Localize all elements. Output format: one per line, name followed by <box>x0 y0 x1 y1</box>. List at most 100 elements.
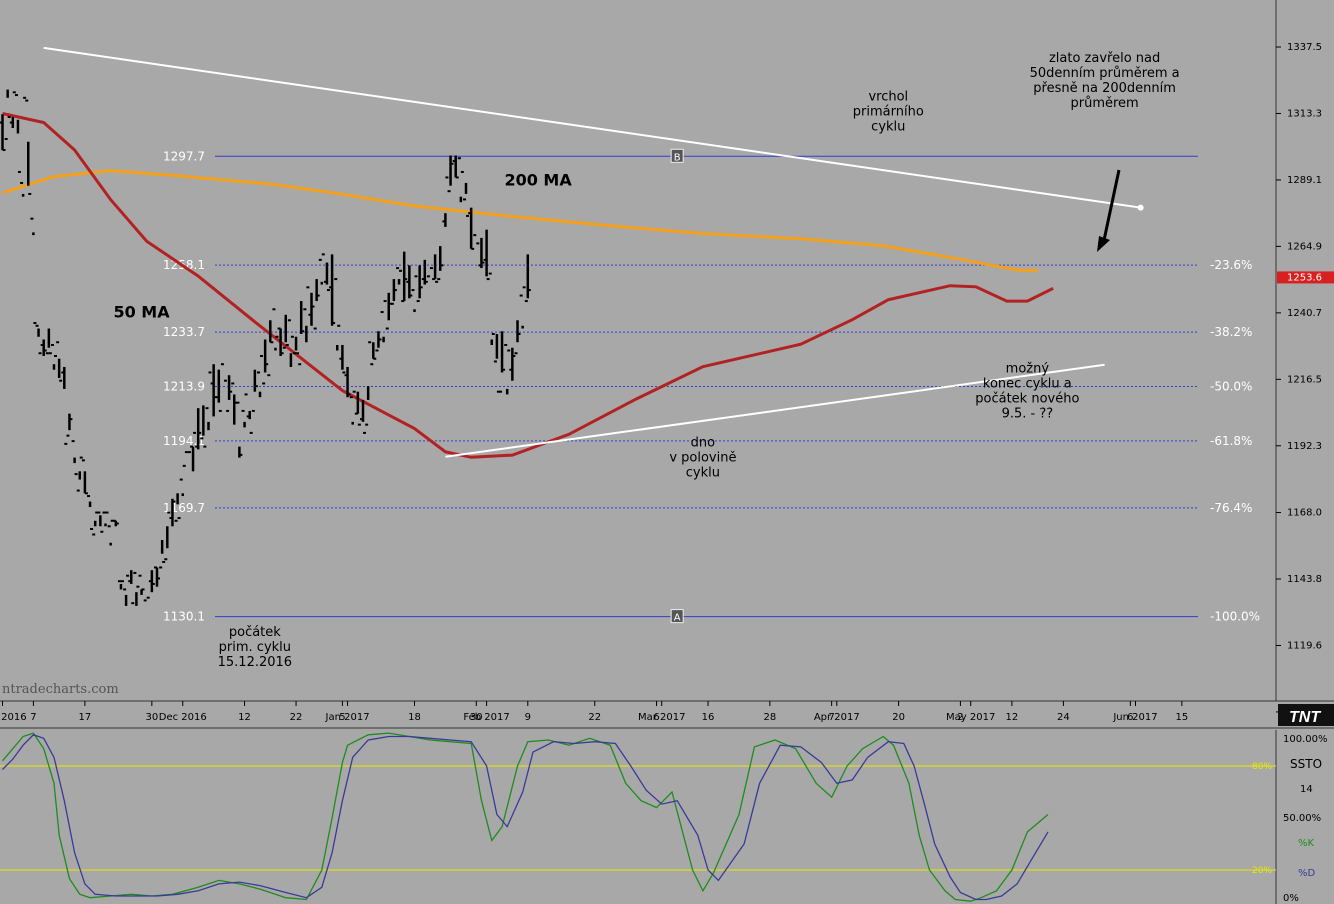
stochastic-name: SSTO <box>1290 757 1322 771</box>
date-tick-label: 30 <box>470 712 483 723</box>
chart-annotation: dno v polovině cyklu <box>669 436 736 481</box>
stochastic-legend-label: %K <box>1298 838 1315 849</box>
annotation-line: zlato zavřelo nad <box>1049 51 1160 66</box>
annotation-line: přesně na 200denním <box>1033 81 1176 96</box>
stochastic-layer: 80% 20% 100.00% 50.00% 0% SSTO 14 %K %D <box>0 732 1328 904</box>
trendline-endpoint <box>1137 204 1144 211</box>
brand-logo-text: TNT <box>1289 709 1321 726</box>
annotation-line: dno <box>691 436 715 451</box>
date-tick-label: 2 <box>957 712 963 723</box>
price-tick-label: 1143.8 <box>1287 574 1322 585</box>
date-tick-label: 6 <box>653 712 659 723</box>
stochastic-axis-label: 100.00% <box>1283 734 1328 745</box>
fib-marker-label: A <box>674 613 681 624</box>
date-axis-bg <box>0 701 1276 723</box>
fib-right-label: -50.0% <box>1210 379 1252 393</box>
annotation-arrow <box>1101 169 1121 246</box>
annotation-line: 50denním průměrem a <box>1030 66 1180 81</box>
date-tick-label: 5 <box>339 712 345 723</box>
annotation-line: v polovině <box>669 451 736 466</box>
stochastic-series-line <box>2 734 1049 901</box>
chart-annotation: vrchol primárního cyklu <box>853 90 924 135</box>
price-tick-label: 1240.7 <box>1287 308 1322 319</box>
date-tick-label: 30 <box>145 712 158 723</box>
chart-annotation: 200 MA <box>504 171 572 190</box>
watermark: ntradecharts.com <box>2 682 119 697</box>
annotation-line: možný <box>1006 361 1050 376</box>
date-tick-label: 9 <box>525 712 531 723</box>
annotation-line: počátek <box>229 625 281 640</box>
date-tick-label: 22 <box>588 712 601 723</box>
stochastic-axis-label: 0% <box>1283 893 1299 904</box>
annotation-line: 9.5. - ?? <box>1002 406 1054 421</box>
fib-left-label: 1130.1 <box>163 610 205 624</box>
trendline <box>43 46 1141 209</box>
date-tick-label: 6 <box>1127 712 1133 723</box>
date-tick-label: Jan 2017 <box>325 712 370 723</box>
date-tick-label: Nov 2016 <box>0 712 27 723</box>
moving-average-line <box>2 169 1038 273</box>
stochastic-axis-label: 50.00% <box>1283 813 1321 824</box>
chart-annotation: počátek prim. cyklu 15.12.2016 <box>218 625 292 670</box>
annotation-line: 50 MA <box>113 303 170 322</box>
chart-annotation: zlato zavřelo nad 50denním průměrem a přes… <box>1030 51 1180 111</box>
annotation-line: cyklu <box>686 466 720 481</box>
chart-annotation: možný konec cyklu a počátek nového 9.5. - ?… <box>975 361 1079 421</box>
date-tick-label: 7 <box>828 712 834 723</box>
price-tick-label: 1168.0 <box>1287 508 1322 519</box>
date-tick-label: Dec 2016 <box>159 712 207 723</box>
annotation-line: průměrem <box>1070 96 1138 111</box>
last-price-tag <box>1277 271 1334 284</box>
price-axis-bg <box>1276 0 1334 701</box>
date-tick-label: Apr 2017 <box>814 712 860 723</box>
fib-marker-box <box>670 148 684 163</box>
fib-right-label: -23.6% <box>1210 258 1252 272</box>
stochastic-legend-label: %D <box>1298 868 1316 879</box>
annotation-layer: 50 MA 200 MA počátek prim. cyklu 15.12.2016 d… <box>113 51 1179 670</box>
fib-left-label: 1194.1 <box>163 434 205 448</box>
annotation-line: konec cyklu a <box>983 376 1072 391</box>
fib-right-label: -38.2% <box>1210 325 1252 339</box>
trendline-layer <box>43 46 1144 458</box>
date-tick-label: Mar 2017 <box>638 712 686 723</box>
date-tick-label: May 2017 <box>946 712 995 723</box>
annotation-line: počátek nového <box>975 391 1079 406</box>
date-tick-label: Jun 2017 <box>1112 712 1157 723</box>
chart-annotation: 50 MA <box>113 303 170 322</box>
date-tick-label: 12 <box>1006 712 1019 723</box>
date-tick-label: 18 <box>408 712 421 723</box>
moving-average-layer <box>2 112 1054 459</box>
fib-right-label: -76.4% <box>1210 501 1252 515</box>
annotation-line: 15.12.2016 <box>218 655 292 670</box>
price-axis-layer: 1337.5 1313.3 1289.1 1264.9 1240.7 1216.5 1192… <box>1276 42 1334 718</box>
price-tick-label: 1119.6 <box>1287 640 1322 651</box>
annotation-line: prim. cyklu <box>219 640 291 655</box>
date-tick-label: Feb 2017 <box>463 712 509 723</box>
main-panel-bg <box>0 0 1276 701</box>
annotation-line: cyklu <box>871 120 905 135</box>
annotation-line: vrchol <box>868 90 908 105</box>
annotation-line: primárního <box>853 105 924 120</box>
stochastic-level-label: 80% <box>1252 762 1272 772</box>
price-tick-label: 1289.1 <box>1287 175 1322 186</box>
date-tick-label: 17 <box>79 712 92 723</box>
price-tick-label: 1192.3 <box>1287 441 1322 452</box>
fib-marker-box <box>670 609 684 624</box>
date-tick-label: 24 <box>1057 712 1070 723</box>
date-tick-label: 20 <box>892 712 905 723</box>
annotation-line: 200 MA <box>504 171 572 190</box>
arrow-layer <box>1097 169 1121 252</box>
moving-average-line <box>2 112 1054 459</box>
fib-left-label: 1213.9 <box>163 379 205 393</box>
date-tick-label: 12 <box>238 712 251 723</box>
brand-logo: TNT <box>1278 704 1334 726</box>
fib-right-label: -61.8% <box>1210 434 1252 448</box>
fib-right-label: -100.0% <box>1210 610 1260 624</box>
date-tick-label: 28 <box>763 712 776 723</box>
price-tick-label: 1216.5 <box>1287 374 1322 385</box>
fib-marker-label: B <box>674 152 681 163</box>
annotation-arrow-head <box>1097 236 1110 252</box>
